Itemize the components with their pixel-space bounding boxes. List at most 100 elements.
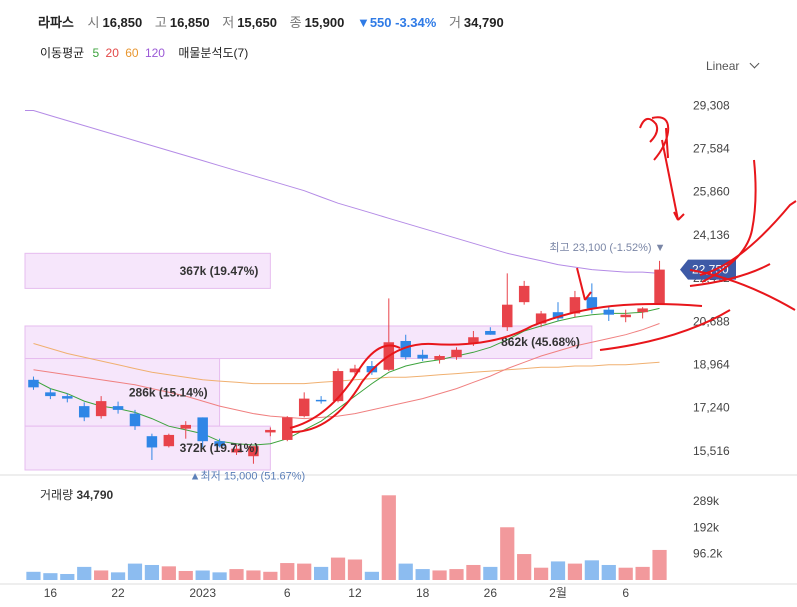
volume-profile-label: 367k (19.47%) (180, 264, 259, 278)
volume-bar (263, 571, 278, 580)
volume-bar (398, 563, 413, 580)
candle-body (620, 314, 631, 318)
volume-bar (229, 569, 244, 580)
volume-bar (77, 566, 92, 580)
volume-bar (195, 570, 210, 580)
candle-body (569, 297, 581, 314)
candle-body (62, 396, 73, 399)
volume-bar (635, 566, 650, 580)
date-tick-label: 6 (284, 586, 291, 600)
volume-bar (280, 563, 295, 580)
low-label: 저 (222, 15, 235, 30)
high-value: 16,850 (169, 15, 210, 30)
candle-body (535, 313, 547, 324)
date-tick-label: 2023 (189, 586, 216, 600)
low-marker: ▲최저 15,000 (51.67%) (190, 470, 306, 483)
volume-bar (652, 549, 667, 580)
candle-body (163, 434, 175, 447)
candle-body (146, 436, 158, 448)
volume-profile-box (24, 252, 271, 289)
volume-profile-box (24, 325, 593, 360)
candle-body (45, 392, 56, 397)
date-tick-label: 2월 (549, 586, 567, 600)
open-label: 시 (87, 15, 100, 30)
volume-bar (26, 571, 41, 580)
volume-bar (500, 527, 515, 580)
candle-body (552, 312, 564, 319)
candle-body (400, 340, 411, 358)
high-marker: 최고 23,100 (-1.52%) ▼ (549, 241, 665, 254)
volume-panel-title: 거래량 34,790 (40, 488, 113, 502)
volume-bar (533, 567, 549, 580)
candle-body (502, 304, 513, 328)
volume-bar (330, 557, 346, 580)
price-tick-label: 24,136 (693, 228, 730, 242)
volume-bar (246, 570, 261, 580)
volume-bar (618, 567, 633, 580)
candle-body (518, 285, 530, 303)
volume-tick-label: 192k (693, 521, 720, 535)
open-value: 16,850 (102, 15, 143, 30)
candle-body (417, 354, 428, 359)
volume-bar (127, 563, 143, 580)
ma120-line (24, 109, 660, 274)
volume-bar (466, 564, 481, 580)
volume-profile-label: 286k (15.14%) (129, 385, 208, 399)
candle-body (214, 441, 225, 447)
candle-body (248, 446, 259, 457)
price-tick-label: 15,516 (693, 444, 730, 458)
candle-body (654, 269, 665, 305)
date-tick-label: 22 (111, 586, 125, 600)
volume-bar (212, 572, 227, 580)
volume-tick-label: 96.2k (693, 547, 723, 561)
candle-body (332, 371, 344, 402)
candle-body (637, 308, 648, 313)
volume-value: 34,790 (463, 15, 504, 30)
ma120-label: 120 (144, 46, 165, 60)
candle-body (112, 406, 124, 410)
scale-label: Linear (706, 59, 740, 73)
volume-bar (517, 554, 532, 580)
candle-body (129, 413, 141, 427)
volume-bar (178, 570, 193, 580)
volume-bar (60, 573, 75, 580)
volume-bar (483, 566, 498, 580)
volume-bar (161, 566, 176, 580)
ma60-label: 60 (125, 46, 139, 60)
volume-bar (144, 564, 160, 580)
date-tick-label: 26 (484, 586, 498, 600)
candle-body (468, 337, 479, 344)
scale-selector[interactable]: Linear (706, 58, 760, 73)
candle-body (315, 399, 327, 402)
stock-name: 라파스 (38, 15, 74, 30)
volume-bar (584, 560, 599, 580)
volume-bar (432, 570, 447, 580)
close-label: 종 (289, 15, 302, 30)
low-value: 15,650 (237, 15, 277, 30)
indicator-legend[interactable]: 이동평균 5 20 60 120 매물분석도(7) (40, 44, 253, 61)
volume-bar (297, 563, 312, 580)
volume-label: 거 (448, 15, 461, 30)
candle-body (197, 417, 208, 442)
hand-drawn-annotations (289, 116, 797, 433)
volume-bar (94, 570, 109, 580)
price-tick-label: 17,240 (693, 401, 730, 415)
price-tick-label: 18,964 (693, 357, 730, 371)
volume-profile-label: 매물분석도(7) (178, 46, 249, 60)
candle-body (586, 297, 598, 309)
volume-bar (314, 566, 329, 580)
candle-body (298, 398, 310, 417)
candle-body (265, 429, 276, 433)
candle-body (28, 379, 39, 388)
candle-body (282, 417, 293, 440)
volume-bar (43, 573, 58, 580)
volume-bar (567, 563, 583, 580)
volume-bar (449, 569, 464, 580)
ma60-line (33, 343, 660, 385)
volume-tick-label: 289k (693, 494, 720, 508)
candle-body (485, 330, 496, 335)
volume-bar (601, 564, 616, 580)
candle-body (180, 424, 191, 429)
candle-body (451, 349, 462, 358)
